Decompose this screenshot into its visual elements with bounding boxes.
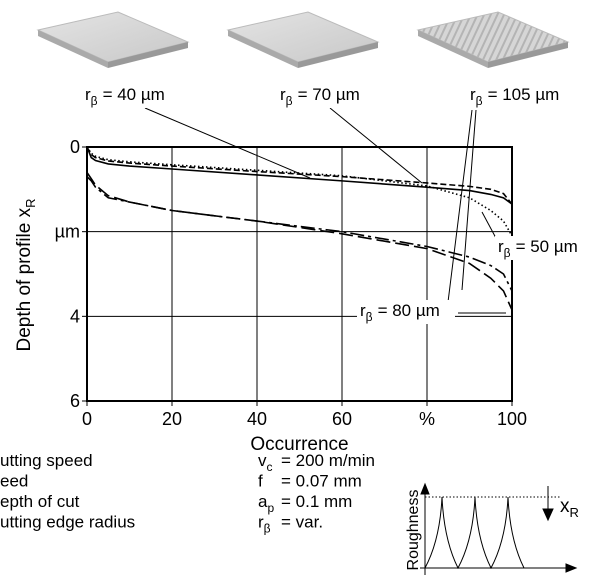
plate-edge — [418, 30, 488, 68]
roughness-profile — [424, 496, 525, 570]
series-label-subscript: β — [366, 310, 373, 324]
condition-text: = var. — [281, 513, 323, 532]
series-label-subscript: β — [286, 94, 293, 108]
series-label-text: = 50 µm — [516, 237, 578, 256]
leader-lines — [144, 107, 506, 314]
plate-edge — [108, 42, 188, 68]
plate — [226, 11, 380, 63]
series-label-subscript: β — [476, 94, 483, 108]
label-background — [277, 84, 375, 108]
label-background — [82, 84, 180, 108]
series-label-symbol: r — [470, 85, 476, 104]
condition-subscript: p — [267, 501, 274, 515]
y-tick-label: 0 — [70, 137, 80, 157]
arrowhead — [420, 482, 430, 495]
y-axis-label-text: Depth of profile x — [14, 207, 35, 351]
condition-subscript: c — [267, 460, 273, 474]
series-line — [86, 171, 513, 311]
inset-ylabel: Roughness — [405, 490, 422, 571]
condition-subscript: β — [264, 522, 271, 536]
series-label-symbol: r — [280, 85, 286, 104]
label-background — [495, 236, 593, 260]
leader-line — [481, 211, 498, 241]
plate-edge — [488, 42, 568, 68]
leader-line — [144, 107, 311, 179]
x-tick-label: 40 — [247, 409, 267, 429]
series-line — [86, 176, 513, 292]
plot-frame — [86, 146, 513, 402]
series-label-text: = 105 µm — [488, 85, 560, 104]
label-background — [357, 300, 455, 324]
series-label: rβ = 40 µm — [85, 85, 165, 108]
plate-edge — [298, 42, 378, 68]
x-axis-label: Occurrence — [250, 434, 348, 455]
series-label: rβ = 105 µm — [470, 85, 559, 108]
series-label-symbol: r — [498, 237, 504, 256]
condition-symbol: a — [258, 492, 268, 511]
condition-name: utting speed — [0, 451, 93, 470]
conditions: utting speed vc = 200 m/min eed f = 0.07 mm ep… — [0, 451, 375, 536]
series-label: rβ = 80 µm — [360, 301, 440, 324]
y-tick-label: 6 — [70, 391, 80, 411]
series-line — [86, 146, 513, 205]
condition-symbol: v — [258, 451, 267, 470]
inset — [420, 482, 578, 575]
condition-value: ap = 0.1 mm — [258, 492, 352, 515]
series-line — [86, 146, 513, 237]
series-label-subscript: β — [91, 94, 98, 108]
x-tick-label: % — [419, 409, 435, 429]
plate-edge — [38, 30, 108, 68]
inset-label: xR — [560, 496, 579, 520]
x-tick-label: 100 — [497, 409, 527, 429]
plate-edge — [228, 30, 298, 68]
x-tick-label: 0 — [82, 409, 92, 429]
series-label-text: = 70 µm — [298, 85, 360, 104]
series-label-text: = 40 µm — [103, 85, 165, 104]
condition-name: utting edge radius — [0, 513, 135, 532]
condition-text: = 0.07 mm — [281, 472, 362, 491]
y-tick-label: 4 — [70, 306, 80, 326]
leader-line — [329, 107, 423, 184]
condition-symbol: r — [258, 513, 264, 532]
condition-name: eed — [0, 472, 28, 491]
condition-value: rβ = var. — [258, 513, 323, 536]
condition-value: vc = 200 m/min — [258, 451, 375, 474]
series-label-symbol: r — [360, 301, 366, 320]
condition-name: epth of cut — [0, 492, 80, 511]
series-label-symbol: r — [85, 85, 91, 104]
condition-symbol: f — [258, 472, 263, 491]
inset-label-subscript: R — [570, 505, 579, 520]
x-tick-label: 20 — [162, 409, 182, 429]
series-label: rβ = 50 µm — [498, 237, 578, 260]
condition-value: f = 0.07 mm — [258, 472, 362, 491]
plate — [416, 11, 570, 63]
arrowhead — [542, 508, 554, 522]
y-tick-label: µm — [55, 222, 80, 242]
arrowhead — [565, 563, 578, 573]
condition-text: = 0.1 mm — [281, 492, 352, 511]
inset-label-symbol: x — [560, 496, 570, 517]
x-tick-label: 60 — [332, 409, 352, 429]
series-label-subscript: β — [504, 246, 511, 260]
series-line — [86, 146, 513, 205]
leader-line — [461, 109, 477, 291]
surface-images — [36, 11, 570, 68]
condition-text: = 200 m/min — [281, 451, 375, 470]
label-background — [467, 84, 565, 108]
y-axis-label: Depth of profile xR — [14, 198, 38, 351]
y-axis-label-subscript: R — [23, 198, 38, 207]
leader-line — [447, 109, 473, 303]
plate — [36, 11, 190, 63]
series-label: rβ = 70 µm — [280, 85, 360, 108]
series-label-text: = 80 µm — [378, 301, 440, 320]
